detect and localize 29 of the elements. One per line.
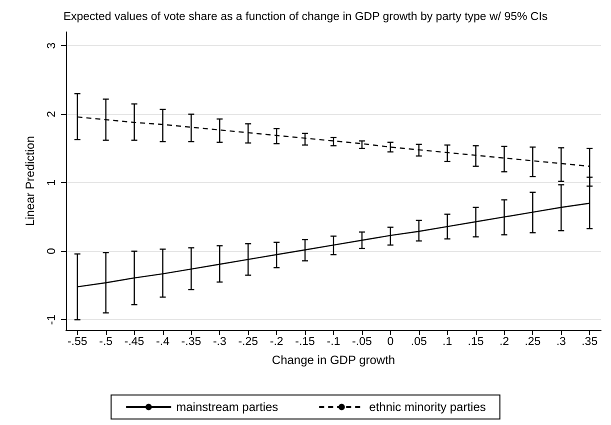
x-tick-label: .25 (524, 336, 541, 348)
x-tick-label: .3 (556, 336, 566, 348)
x-tick-label: -.1 (326, 336, 340, 348)
x-axis-title: Change in GDP growth (272, 353, 396, 367)
x-tick-label: .35 (582, 336, 598, 348)
x-tick-label: 0 (387, 336, 394, 348)
y-tick-label: -1 (46, 314, 58, 325)
x-tick-label: -.45 (124, 336, 144, 348)
x-tick-label: -.35 (181, 336, 202, 348)
x-tick-label: -.15 (295, 336, 315, 348)
x-tick-label: .1 (442, 336, 452, 348)
legend-label: ethnic minority parties (369, 400, 486, 414)
y-tick-label: 2 (46, 111, 58, 118)
chart-title: Expected values of vote share as a function of change in GDP growth by party type w/ 95% CIs (63, 11, 548, 23)
y-tick-label: 1 (46, 180, 58, 186)
y-tick-label: 3 (46, 42, 58, 49)
x-tick-label: -.5 (99, 336, 113, 348)
x-tick-label: -.55 (67, 336, 88, 348)
x-tick-label: .15 (468, 336, 484, 348)
x-tick-label: -.2 (270, 336, 284, 348)
x-tick-label: -.05 (352, 336, 372, 348)
legend-label: mainstream parties (176, 400, 278, 414)
x-tick-label: .05 (410, 336, 427, 348)
y-axis-title: Linear Prediction (23, 136, 37, 226)
x-tick-label: -.4 (156, 336, 170, 348)
x-tick-label: .2 (499, 336, 510, 348)
x-tick-label: -.3 (212, 336, 226, 348)
x-tick-label: -.25 (238, 336, 258, 348)
y-tick-label: 0 (46, 248, 58, 254)
